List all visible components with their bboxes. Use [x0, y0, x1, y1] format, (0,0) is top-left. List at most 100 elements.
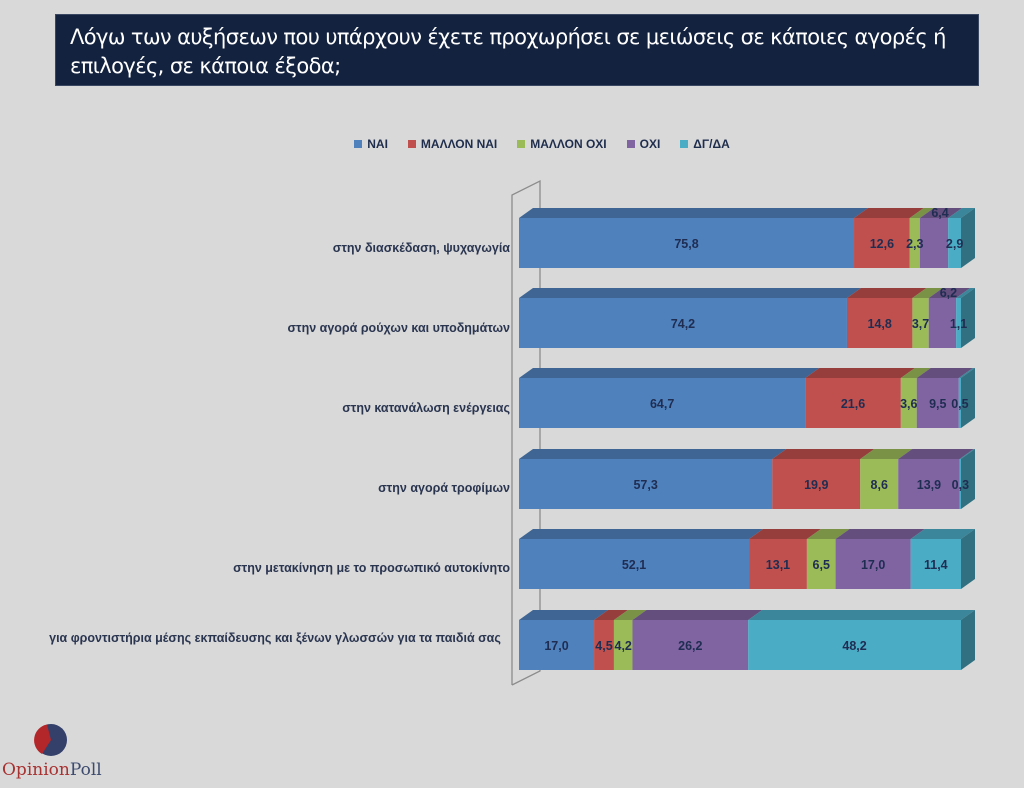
bar-segment — [956, 298, 961, 348]
chart-title: Λόγω των αυξήσεων που υπάρχουν έχετε προ… — [55, 14, 979, 86]
bar-side-face — [961, 449, 975, 509]
legend-label: ΔΓ/ΔΑ — [693, 137, 730, 151]
data-label: 75,8 — [674, 237, 698, 251]
category-label: στην διασκέδαση, ψυχαγωγία — [332, 241, 510, 255]
bars-group: 75,8 12,6 2,3 6,4 2,9 74,2 14,8 3,7 6,2 1,1 64,7 21… — [519, 206, 975, 670]
bar-top-face — [958, 368, 975, 378]
bar-segment — [835, 539, 911, 589]
data-label: 2,9 — [946, 237, 963, 251]
data-label: 6,5 — [813, 558, 830, 572]
data-label: 0,5 — [951, 397, 968, 411]
data-label: 11,4 — [924, 558, 948, 572]
category-label: στην κατανάλωση ενέργειας — [342, 401, 510, 415]
bar-segment — [805, 378, 901, 428]
bar-top-face — [519, 368, 820, 378]
bar-top-face — [805, 368, 915, 378]
data-label: 6,2 — [940, 286, 957, 300]
bar-side-face — [961, 368, 975, 428]
bar-segment — [806, 539, 836, 589]
bar-top-face — [956, 288, 975, 298]
bar-top-face — [909, 208, 934, 218]
bar-segment — [898, 459, 960, 509]
bar-segment — [910, 539, 961, 589]
bar-segment — [519, 539, 750, 589]
legend-swatch — [517, 140, 526, 148]
data-label: 19,9 — [804, 478, 828, 492]
legend-swatch — [680, 140, 689, 148]
bar-segment — [748, 620, 961, 670]
legend-item-oxi: ΟΧΙ — [626, 137, 661, 151]
bar-top-face — [898, 449, 974, 459]
bar-top-face — [519, 208, 869, 218]
bar-segment — [519, 378, 806, 428]
bar-top-face — [772, 449, 875, 459]
bar-top-face — [632, 610, 763, 620]
data-label: 4,5 — [595, 639, 612, 653]
bar-segment — [594, 620, 614, 670]
category-label: στην μετακίνηση με το προσωπικό αυτοκίνη… — [233, 561, 510, 575]
bar-segment — [916, 378, 959, 428]
legend-item-mallon-nai: ΜΑΛΛΟΝ ΝΑΙ — [407, 137, 497, 151]
bar-top-face — [519, 449, 787, 459]
bar-segment — [854, 218, 910, 268]
bar-segment — [900, 378, 917, 428]
bar-top-face — [910, 529, 975, 539]
category-label: στην αγορά τροφίμων — [378, 481, 510, 495]
legend-item-mallon-oxi: ΜΑΛΛΟΝ ΟΧΙ — [517, 137, 607, 151]
data-label: 48,2 — [842, 639, 866, 653]
category-label: για φροντιστήρια μέσης εκπαίδευσης και ξ… — [49, 631, 501, 645]
legend-swatch — [626, 140, 635, 148]
data-label: 1,1 — [950, 317, 967, 331]
legend: ΝΑΙ ΜΑΛΛΟΝ ΝΑΙ ΜΑΛΛΟΝ ΟΧΙ ΟΧΙ ΔΓ/ΔΑ — [0, 137, 1024, 151]
bar-segment — [613, 620, 633, 670]
data-label: 17,0 — [544, 639, 568, 653]
bar-top-face — [613, 610, 647, 620]
data-label: 13,9 — [917, 478, 941, 492]
data-label: 26,2 — [678, 639, 702, 653]
legend-label: ΜΑΛΛΟΝ ΟΧΙ — [530, 137, 607, 151]
bar-top-face — [900, 368, 931, 378]
data-label: 13,1 — [766, 558, 790, 572]
data-label: 17,0 — [861, 558, 885, 572]
brand-logo: OpinionPoll — [2, 760, 102, 780]
bar-segment — [519, 459, 773, 509]
bar-segment — [749, 539, 807, 589]
bar-side-face — [961, 610, 975, 670]
data-label: 21,6 — [841, 397, 865, 411]
bar-top-face — [959, 449, 975, 459]
bar-segment — [948, 218, 961, 268]
bar-segment — [632, 620, 749, 670]
bar-segment — [519, 218, 855, 268]
bar-top-face — [749, 529, 821, 539]
bar-top-face — [748, 610, 975, 620]
bar-side-face — [961, 208, 975, 268]
data-label: 12,6 — [870, 237, 894, 251]
bar-top-face — [916, 368, 973, 378]
data-label: 2,3 — [906, 237, 923, 251]
legend-item-dg-da: ΔΓ/ΔΑ — [680, 137, 730, 151]
data-label: 0,3 — [952, 478, 969, 492]
bar-segment — [772, 459, 861, 509]
bar-top-face — [806, 529, 850, 539]
bar-segment — [909, 218, 920, 268]
bar-top-face — [846, 288, 927, 298]
bar-top-face — [835, 529, 925, 539]
bar-segment — [928, 298, 957, 348]
data-label: 6,4 — [931, 206, 948, 220]
data-label: 74,2 — [671, 317, 695, 331]
bar-segment — [519, 620, 595, 670]
logo-text-poll: Poll — [69, 760, 102, 780]
bar-segment — [959, 459, 961, 509]
legend-swatch — [354, 140, 363, 148]
bar-top-face — [860, 449, 913, 459]
data-label: 57,3 — [633, 478, 657, 492]
data-label: 8,6 — [871, 478, 888, 492]
data-label: 3,6 — [900, 397, 917, 411]
legend-label: ΟΧΙ — [639, 137, 661, 151]
bar-segment — [860, 459, 899, 509]
legend-item-nai: ΝΑΙ — [354, 137, 388, 151]
logo-text-opinion: Opinion — [2, 760, 70, 780]
legend-label: ΝΑΙ — [367, 137, 388, 151]
pie-logo-icon — [34, 724, 67, 756]
data-label: 3,7 — [912, 317, 929, 331]
